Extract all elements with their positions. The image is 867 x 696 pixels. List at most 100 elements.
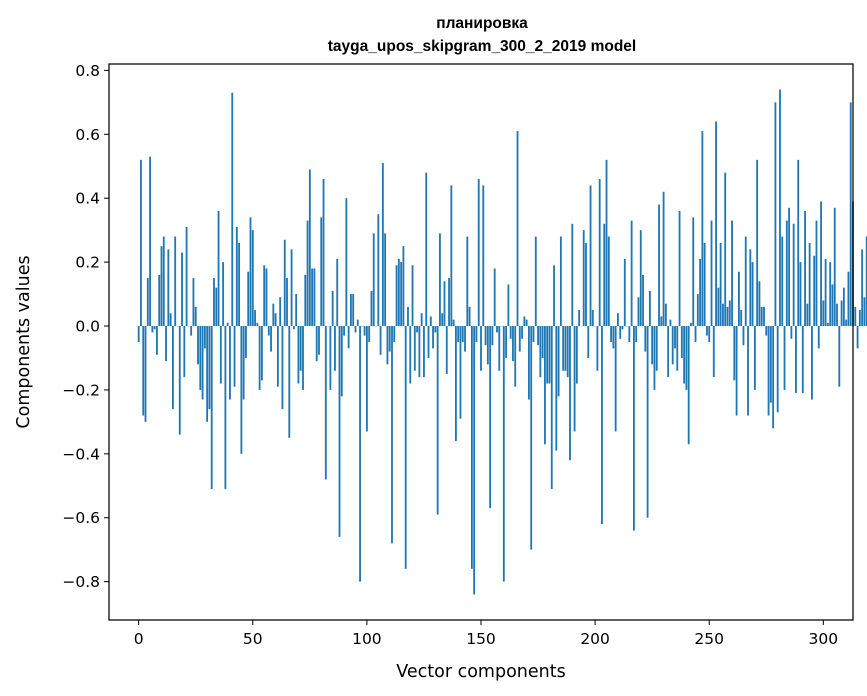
bar — [156, 326, 158, 355]
bar — [354, 326, 357, 333]
bar — [423, 326, 425, 378]
bar — [788, 207, 791, 327]
bar — [715, 121, 717, 327]
bar — [334, 326, 336, 371]
bar — [413, 326, 416, 371]
bar — [518, 326, 521, 352]
y-tick-label: 0.6 — [75, 126, 100, 144]
bar — [822, 300, 825, 327]
bar — [669, 319, 672, 327]
bar — [391, 326, 393, 544]
bar — [267, 326, 270, 336]
bar — [256, 322, 259, 327]
bar — [737, 271, 740, 327]
bar — [765, 326, 768, 336]
bar — [311, 268, 314, 327]
bar — [486, 326, 489, 365]
bar — [379, 326, 382, 355]
bar — [386, 326, 389, 365]
bar — [516, 131, 519, 327]
bar — [742, 326, 745, 346]
bar — [213, 278, 215, 327]
bar — [566, 326, 569, 378]
bar — [279, 297, 282, 327]
bars-group — [137, 89, 867, 595]
bar — [537, 326, 539, 346]
bar — [340, 326, 343, 397]
bar — [539, 326, 542, 378]
bar — [448, 278, 450, 327]
bar — [443, 281, 446, 327]
bar — [708, 326, 711, 342]
bar — [753, 326, 756, 390]
bar — [756, 159, 759, 327]
bar — [559, 236, 562, 327]
bar — [261, 326, 263, 381]
bar — [480, 326, 482, 371]
bar — [222, 262, 225, 327]
bar — [671, 326, 674, 365]
bar — [733, 326, 736, 381]
bar — [329, 326, 332, 390]
bar — [318, 326, 320, 355]
bar — [151, 326, 154, 333]
x-tick-label: 150 — [466, 630, 496, 648]
bar — [290, 249, 293, 327]
bar — [865, 236, 867, 327]
bar — [779, 89, 781, 327]
bar — [345, 198, 348, 327]
bar — [512, 326, 514, 362]
bar — [726, 306, 729, 327]
bar — [484, 326, 487, 346]
bar — [473, 326, 476, 595]
bar — [509, 326, 512, 339]
bar — [245, 326, 247, 358]
bar — [502, 326, 505, 582]
x-axis-label: Vector components — [396, 662, 565, 682]
bar — [856, 326, 859, 349]
x-tick-label: 0 — [134, 630, 144, 648]
bar — [514, 326, 517, 387]
bar — [664, 303, 667, 327]
bar — [861, 249, 864, 327]
bar — [165, 326, 167, 362]
bar — [470, 326, 473, 569]
x-tick-label: 100 — [352, 630, 382, 648]
bar — [302, 326, 304, 390]
bar — [646, 326, 649, 518]
bar — [785, 220, 788, 327]
bar — [265, 268, 268, 327]
bar — [790, 326, 793, 339]
bar — [692, 217, 695, 327]
bar — [365, 326, 368, 432]
bar — [623, 258, 626, 327]
bar — [642, 274, 644, 327]
bar — [706, 326, 708, 336]
bar — [192, 278, 195, 327]
bar — [858, 310, 861, 327]
bar — [286, 278, 288, 327]
bar — [792, 223, 795, 327]
bar — [274, 313, 277, 327]
bar — [811, 326, 813, 400]
bar — [719, 242, 722, 327]
bar — [824, 258, 827, 327]
bar — [393, 326, 396, 342]
bar — [808, 242, 811, 327]
bar — [660, 316, 663, 327]
y-tick-label: −0.8 — [62, 573, 100, 591]
bar — [203, 326, 206, 349]
bar — [575, 326, 578, 384]
bar — [475, 326, 478, 342]
bar — [550, 326, 553, 489]
bar — [598, 179, 601, 327]
bar — [482, 185, 485, 327]
bar — [548, 326, 551, 384]
bar — [653, 326, 656, 390]
bar — [411, 265, 414, 327]
bar — [769, 326, 772, 403]
bar — [696, 294, 699, 327]
bar — [206, 326, 209, 422]
bar — [833, 207, 836, 327]
bar — [678, 210, 681, 327]
